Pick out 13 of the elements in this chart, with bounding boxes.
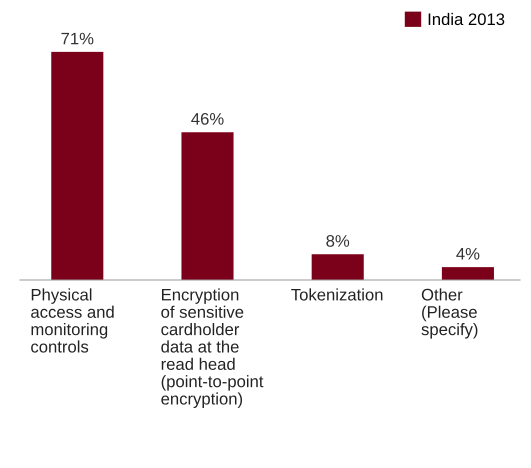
data-label: 4% [456, 248, 480, 260]
data-label: 8% [326, 235, 350, 247]
bar [51, 52, 104, 280]
x-tick-label: Other (Please specify) [422, 288, 478, 339]
x-tick-label: Physical access and monitoring controls [31, 288, 114, 353]
bar [442, 267, 494, 280]
x-tick-label: Tokenization [291, 288, 382, 301]
legend-label: India 2013 [428, 12, 504, 26]
bar [181, 132, 234, 280]
data-label: 71% [61, 32, 94, 44]
bar [312, 254, 364, 280]
x-tick-label: Encryption of sensitive cardholder data at the read head (point-to-point encryption) [161, 288, 264, 408]
data-label: 46% [191, 112, 224, 125]
